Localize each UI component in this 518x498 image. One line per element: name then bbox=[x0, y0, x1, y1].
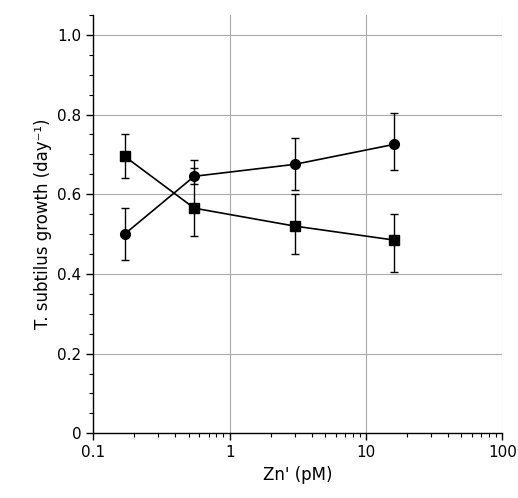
Y-axis label: T. subtilus growth (day⁻¹): T. subtilus growth (day⁻¹) bbox=[34, 119, 52, 329]
X-axis label: Zn' (pM): Zn' (pM) bbox=[263, 466, 333, 484]
